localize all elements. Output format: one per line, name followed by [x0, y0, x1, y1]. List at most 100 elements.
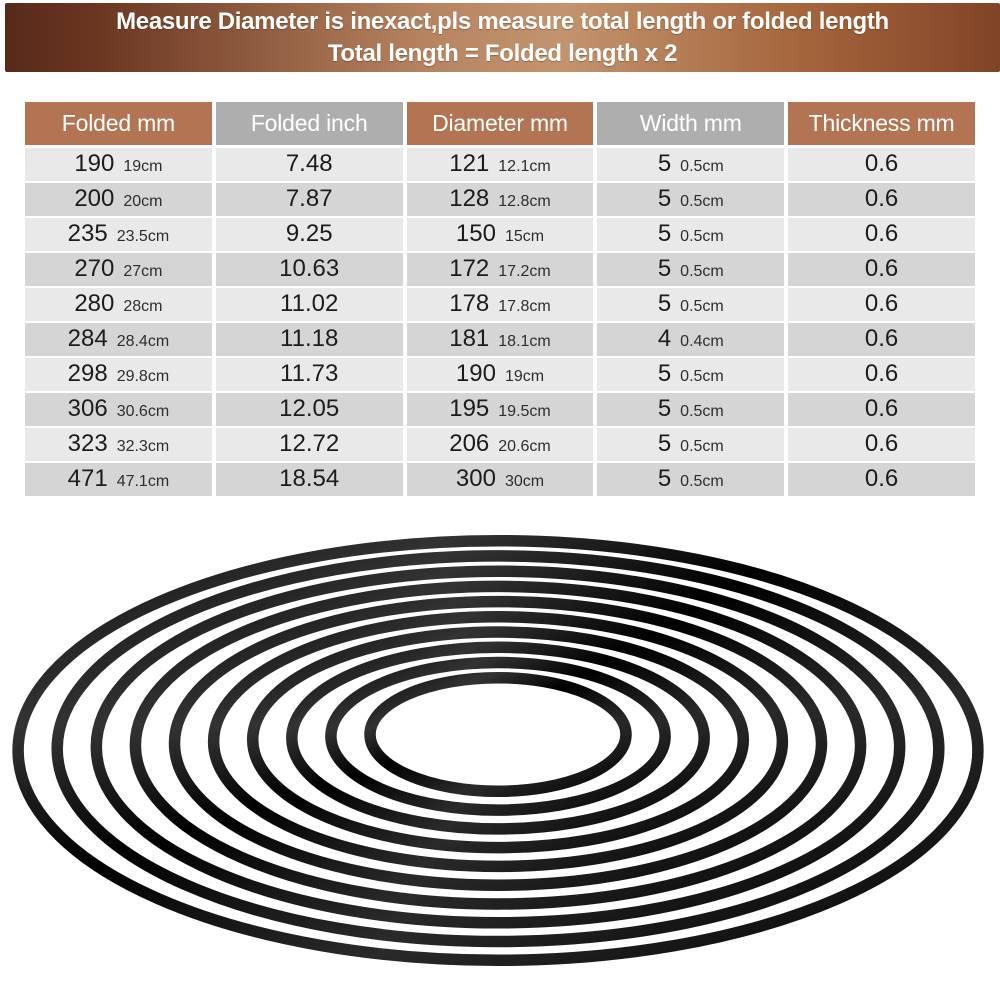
value-diameter-cm: 19cm	[504, 368, 545, 385]
value-diameter-cm: 15cm	[504, 228, 545, 245]
value-folded-inch: 7.48	[285, 150, 333, 177]
value-folded-cm: 28.4cm	[116, 333, 170, 350]
value-thickness-mm: 0.6	[864, 290, 899, 317]
belt-ring	[168, 595, 828, 891]
header-cell-folded-inch: Folded inch	[215, 102, 403, 148]
value-folded-cm: 32.3cm	[116, 438, 170, 455]
belt-ring	[129, 580, 867, 910]
cell-diameter-mm: 121 12.1cm	[406, 148, 594, 183]
value-diameter-cm: 17.8cm	[498, 298, 551, 315]
cell-folded-mm: 235 23.5cm	[25, 218, 212, 253]
value-thickness-mm: 0.6	[864, 255, 899, 282]
cell-diameter-mm: 172 17.2cm	[406, 253, 594, 288]
value-diameter-mm: 300	[455, 465, 496, 492]
belt-ring	[246, 626, 750, 854]
value-diameter-mm: 150	[455, 220, 496, 247]
value-width-cm: 0.5cm	[680, 158, 724, 175]
value-width-mm: 5	[657, 465, 672, 492]
cell-thickness-mm: 0.6	[788, 288, 975, 323]
cell-thickness-mm: 0.6	[788, 323, 975, 358]
value-folded-mm: 200	[74, 185, 115, 212]
cell-width-mm: 5 0.5cm	[597, 183, 785, 218]
value-thickness-mm: 0.6	[864, 465, 899, 492]
cell-diameter-mm: 300 30cm	[406, 463, 594, 498]
cell-thickness-mm: 0.6	[788, 358, 975, 393]
value-diameter-cm: 18.1cm	[498, 333, 551, 350]
value-width-mm: 5	[657, 430, 672, 457]
value-diameter-cm: 19.5cm	[498, 403, 551, 420]
cell-folded-mm: 284 28.4cm	[25, 323, 212, 358]
cell-width-mm: 5 0.5cm	[597, 463, 785, 498]
value-folded-inch: 10.63	[279, 255, 340, 282]
value-folded-inch: 12.05	[279, 395, 340, 422]
value-width-cm: 0.5cm	[680, 228, 724, 245]
cell-thickness-mm: 0.6	[788, 183, 975, 218]
cell-width-mm: 5 0.5cm	[597, 148, 785, 183]
value-folded-mm: 306	[67, 395, 108, 422]
value-thickness-mm: 0.6	[864, 150, 899, 177]
value-folded-cm: 19cm	[123, 158, 163, 175]
value-width-cm: 0.5cm	[680, 193, 724, 210]
cell-diameter-mm: 128 12.8cm	[406, 183, 594, 218]
value-folded-cm: 29.8cm	[116, 368, 170, 385]
belts-image	[12, 534, 984, 967]
value-diameter-mm: 195	[449, 395, 490, 422]
cell-width-mm: 4 0.4cm	[597, 323, 785, 358]
cell-diameter-mm: 195 19.5cm	[406, 393, 594, 428]
header-cell-folded-mm: Folded mm	[25, 102, 212, 148]
value-thickness-mm: 0.6	[864, 325, 899, 352]
value-thickness-mm: 0.6	[864, 430, 899, 457]
cell-folded-mm: 298 29.8cm	[25, 358, 212, 393]
value-width-mm: 5	[657, 185, 672, 212]
cell-thickness-mm: 0.6	[788, 218, 975, 253]
cell-folded-mm: 306 30.6cm	[25, 393, 212, 428]
cell-folded-inch: 12.05	[215, 393, 403, 428]
value-width-mm: 5	[657, 290, 672, 317]
value-diameter-mm: 121	[449, 150, 490, 177]
value-folded-inch: 18.54	[279, 465, 340, 492]
header-cell-thickness-mm: Thickness mm	[788, 102, 975, 148]
cell-diameter-mm: 181 18.1cm	[406, 323, 594, 358]
cell-folded-inch: 12.72	[215, 428, 403, 463]
value-folded-cm: 23.5cm	[116, 228, 170, 245]
value-folded-inch: 11.73	[280, 360, 339, 387]
cell-diameter-mm: 150 15cm	[406, 218, 594, 253]
value-diameter-cm: 12.8cm	[498, 193, 551, 210]
cell-width-mm: 5 0.5cm	[597, 253, 785, 288]
value-folded-mm: 190	[74, 150, 115, 177]
cell-thickness-mm: 0.6	[788, 393, 975, 428]
value-diameter-mm: 181	[449, 325, 490, 352]
cell-thickness-mm: 0.6	[788, 428, 975, 463]
value-folded-cm: 30.6cm	[116, 403, 170, 420]
belt-ring	[325, 656, 671, 816]
value-folded-cm: 27cm	[123, 263, 163, 280]
cell-width-mm: 5 0.5cm	[597, 218, 785, 253]
banner-line-1: Measure Diameter is inexact,pls measure …	[116, 7, 889, 35]
belt-ring	[90, 565, 906, 929]
cell-folded-mm: 190 19cm	[25, 148, 212, 183]
cell-folded-inch: 11.18	[215, 323, 403, 358]
value-width-cm: 0.4cm	[680, 333, 724, 350]
value-folded-inch: 9.25	[285, 220, 333, 247]
cell-width-mm: 5 0.5cm	[597, 393, 785, 428]
value-folded-mm: 270	[74, 255, 115, 282]
value-width-cm: 0.5cm	[680, 368, 724, 385]
value-diameter-cm: 12.1cm	[498, 158, 551, 175]
value-folded-inch: 12.72	[279, 430, 340, 457]
value-folded-mm: 280	[74, 290, 115, 317]
belt-ring	[12, 534, 984, 967]
cell-width-mm: 5 0.5cm	[597, 288, 785, 323]
value-thickness-mm: 0.6	[864, 220, 899, 247]
value-width-mm: 4	[657, 325, 672, 352]
value-folded-cm: 47.1cm	[116, 473, 170, 490]
cell-folded-inch: 11.73	[215, 358, 403, 393]
cell-thickness-mm: 0.6	[788, 148, 975, 183]
cell-folded-inch: 10.63	[215, 253, 403, 288]
cell-folded-inch: 7.87	[215, 183, 403, 218]
value-diameter-cm: 30cm	[504, 473, 545, 490]
value-width-cm: 0.5cm	[680, 473, 724, 490]
value-width-mm: 5	[657, 395, 672, 422]
value-diameter-mm: 206	[449, 430, 490, 457]
size-chart-table: Folded mm Folded inch Diameter mm Width mm T…	[25, 102, 975, 498]
